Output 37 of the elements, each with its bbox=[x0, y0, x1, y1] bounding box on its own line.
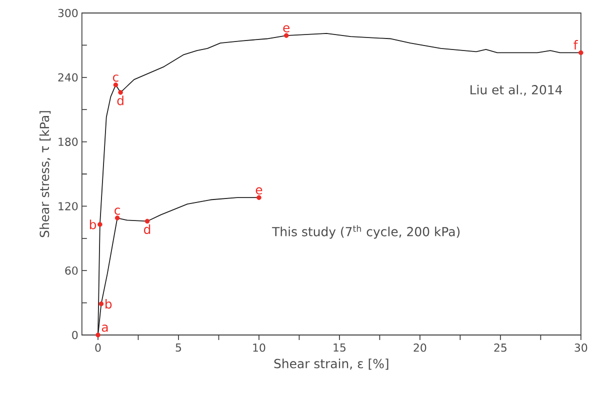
y-tick-label: 240 bbox=[58, 73, 78, 82]
point bbox=[578, 50, 584, 56]
point bbox=[284, 33, 289, 38]
data-label: e bbox=[256, 187, 262, 194]
point bbox=[96, 332, 100, 338]
data-label: c bbox=[114, 208, 120, 215]
point bbox=[113, 82, 118, 88]
y-tick-label: 120 bbox=[58, 202, 78, 210]
data-label: c bbox=[112, 74, 118, 82]
data-label: b bbox=[106, 299, 112, 309]
x-tick-label: 15 bbox=[334, 344, 346, 352]
point bbox=[144, 218, 150, 224]
y-axis-title: Shear stress, τ [kPa] bbox=[40, 111, 51, 238]
data-label: b bbox=[90, 220, 96, 230]
x-tick-label: 20 bbox=[414, 344, 426, 352]
y-tick-label: 300 bbox=[58, 8, 78, 18]
x-tick-label: 0 bbox=[95, 344, 101, 352]
point bbox=[256, 195, 262, 200]
y-tick-label: 180 bbox=[58, 138, 78, 146]
x-tick-label: 25 bbox=[494, 344, 506, 352]
point bbox=[118, 90, 123, 95]
data-label: d bbox=[117, 96, 124, 106]
text: This study (7$^{th}$ cycle, 200 kPa) bbox=[272, 225, 460, 239]
data-label: e bbox=[283, 25, 290, 32]
y-tick-label: 0 bbox=[72, 330, 78, 340]
data-label: d bbox=[144, 224, 150, 234]
x-tick-label: 5 bbox=[176, 344, 182, 352]
y-tick-label: 60 bbox=[65, 266, 78, 275]
text: Liu et al., 2014 bbox=[470, 84, 562, 96]
point bbox=[98, 301, 104, 306]
point bbox=[114, 216, 120, 220]
x-axis-title: Shear strain, ε [%] bbox=[274, 358, 388, 370]
data-label: a bbox=[102, 324, 108, 332]
x-tick-label: 10 bbox=[253, 344, 266, 352]
x-tick-label: 30 bbox=[574, 344, 588, 352]
data-label: f bbox=[574, 40, 578, 50]
point bbox=[98, 222, 102, 227]
